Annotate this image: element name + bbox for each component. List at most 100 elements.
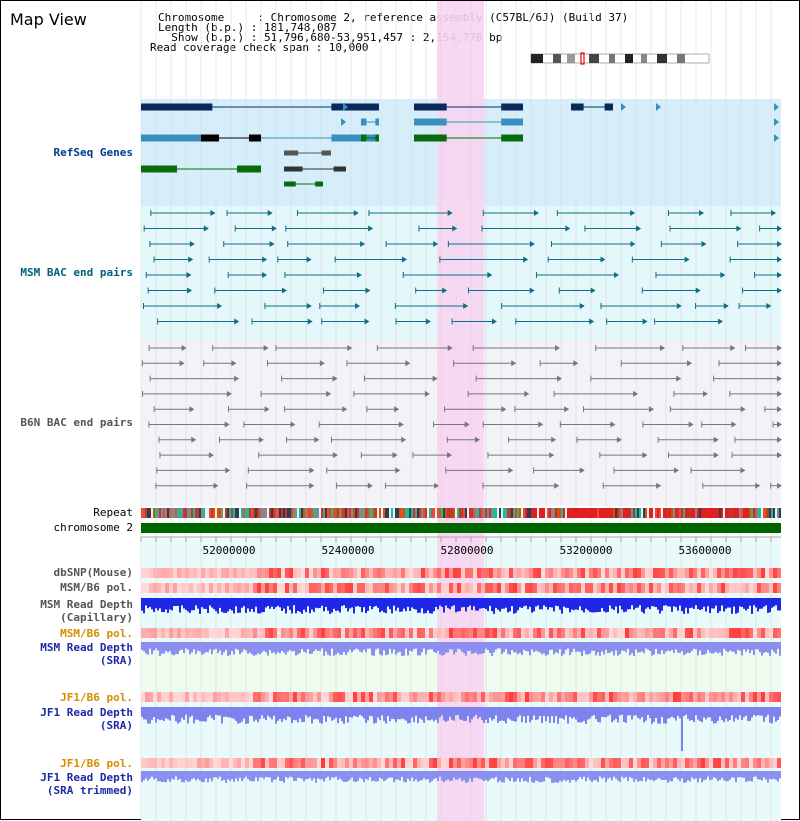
track-label-b6n-bac[interactable]: B6N BAC end pairs (20, 416, 133, 429)
repeat-segment (401, 508, 403, 518)
msm-depth-cap-bar (157, 598, 159, 611)
repeat-segment (621, 508, 623, 518)
jf1-depth-sra-bar (411, 707, 413, 718)
repeat-segment (759, 508, 761, 518)
jf1-pol-trim-cell (157, 758, 161, 768)
msm-depth-cap-bar (287, 598, 289, 607)
repeat-track[interactable] (141, 508, 781, 518)
jf1-depth-sra-bar (641, 707, 643, 718)
jf1-depth-sra-bar (773, 707, 775, 717)
jf1-depth-trim-bar (465, 771, 467, 783)
jf1-depth-sra-bar (645, 707, 647, 721)
dbsnp-cell (477, 568, 481, 578)
msm-depth-cap-bar (729, 598, 731, 608)
jf1-pol-trim-cell (213, 758, 217, 768)
msm-depth-cap-bar (475, 598, 477, 611)
msm-pol-cell (341, 583, 345, 593)
msm-pol-cell (681, 583, 685, 593)
msm-depth-cap-bar (337, 598, 339, 611)
dbsnp-cell (725, 568, 729, 578)
jf1-pol-trim-cell (425, 758, 429, 768)
jf1-depth-sra-bar (547, 707, 549, 717)
track-label-jf1-pol-trimmed[interactable]: JF1/B6 pol. (60, 757, 133, 770)
dbsnp-cell (157, 568, 161, 578)
jf1-pol-trim-cell (521, 758, 525, 768)
jf1-pol-trim-cell (205, 758, 209, 768)
repeat-segment (597, 508, 599, 518)
msm-pol-cell (725, 583, 729, 593)
msm-depth-sra-bar (373, 642, 375, 656)
dbsnp-cell (485, 568, 489, 578)
track-label-refseq[interactable]: RefSeq Genes (53, 146, 133, 159)
repeat-segment (239, 508, 241, 518)
msm-pol-sra-cell (761, 628, 765, 638)
jf1-pol-trim-cell (709, 758, 713, 768)
b6n-bac-pairs[interactable] (141, 345, 782, 489)
msm-depth-cap-bar (563, 598, 565, 607)
msm-depth-sra-bar (215, 642, 217, 649)
repeat-segment (185, 508, 187, 518)
jf1-pol-cell (325, 692, 329, 702)
dbsnp-cell (637, 568, 641, 578)
repeat-segment (683, 508, 685, 518)
dbsnp-cell (305, 568, 309, 578)
dbsnp-cell (621, 568, 625, 578)
track-label-dbsnp[interactable]: dbSNP(Mouse) (53, 566, 133, 579)
repeat-segment (387, 508, 389, 518)
repeat-segment (143, 508, 145, 518)
track-label-msm-depth-capillary[interactable]: MSM Read Depth (40, 598, 133, 611)
refseq-gene-models[interactable] (141, 103, 779, 187)
msm-depth-cap-bar (383, 598, 385, 613)
msm-depth-cap-bar (351, 598, 353, 608)
msm-pol-sra-cell (773, 628, 777, 638)
track-label-jf1-depth-trimmed[interactable]: JF1 Read Depth (40, 771, 133, 784)
msm-depth-cap-bar (615, 598, 617, 607)
msm-pol-cell (437, 583, 441, 593)
msm-depth-cap-bar (751, 598, 753, 614)
msm-pol-sra-cell (525, 628, 529, 638)
jf1-depth-trim-bar (535, 771, 537, 781)
msm-depth-cap-bar (461, 598, 463, 608)
jf1-depth-sra-bar (427, 707, 429, 721)
msm-depth-cap-bar (695, 598, 697, 606)
repeat-segment (657, 508, 659, 518)
msm-pol-sra-cell (549, 628, 553, 638)
track-label-msm-pol-sra[interactable]: MSM/B6 pol. (60, 627, 133, 640)
chromosome-bar[interactable] (141, 523, 781, 533)
repeat-segment (453, 508, 455, 518)
jf1-depth-trim-bar (313, 771, 315, 779)
jf1-depth-sra-bar (607, 707, 609, 717)
jf1-pol-cell (433, 692, 437, 702)
track-label-msm-pol[interactable]: MSM/B6 pol. (60, 581, 133, 594)
chromosome-ideogram[interactable] (530, 52, 710, 65)
msm-pol-cell (185, 583, 189, 593)
jf1-depth-trim-bar (339, 771, 341, 779)
polymorphism-depth-tracks[interactable] (141, 568, 781, 783)
jf1-pol-trim-cell (181, 758, 185, 768)
msm-depth-sra-bar (359, 642, 361, 652)
jf1-pol-cell (717, 692, 721, 702)
jf1-depth-trim-bar (253, 771, 255, 782)
track-label-jf1-depth-sra[interactable]: JF1 Read Depth (40, 706, 133, 719)
jf1-depth-trim-bar (503, 771, 505, 783)
msm-depth-sra-bar (147, 642, 149, 655)
msm-pol-cell (689, 583, 693, 593)
msm-pol-cell (233, 583, 237, 593)
track-label-jf1-pol[interactable]: JF1/B6 pol. (60, 691, 133, 704)
dbsnp-cell (449, 568, 453, 578)
jf1-pol-trim-cell (545, 758, 549, 768)
jf1-depth-sra-bar (169, 707, 171, 721)
jf1-depth-trim-bar (155, 771, 157, 779)
msm-depth-cap-bar (399, 598, 401, 612)
gene-arrow (774, 134, 779, 142)
msm-bac-pairs[interactable] (143, 210, 782, 325)
jf1-pol-cell (681, 692, 685, 702)
track-label-repeat[interactable]: Repeat (93, 506, 133, 519)
track-label-msm-bac[interactable]: MSM BAC end pairs (20, 266, 133, 279)
track-label-chromosome[interactable]: chromosome 2 (53, 521, 133, 534)
jf1-depth-trim-bar (603, 771, 605, 778)
jf1-pol-cell (665, 692, 669, 702)
jf1-pol-cell (753, 692, 757, 702)
track-label-msm-depth-sra[interactable]: MSM Read Depth (40, 641, 133, 654)
